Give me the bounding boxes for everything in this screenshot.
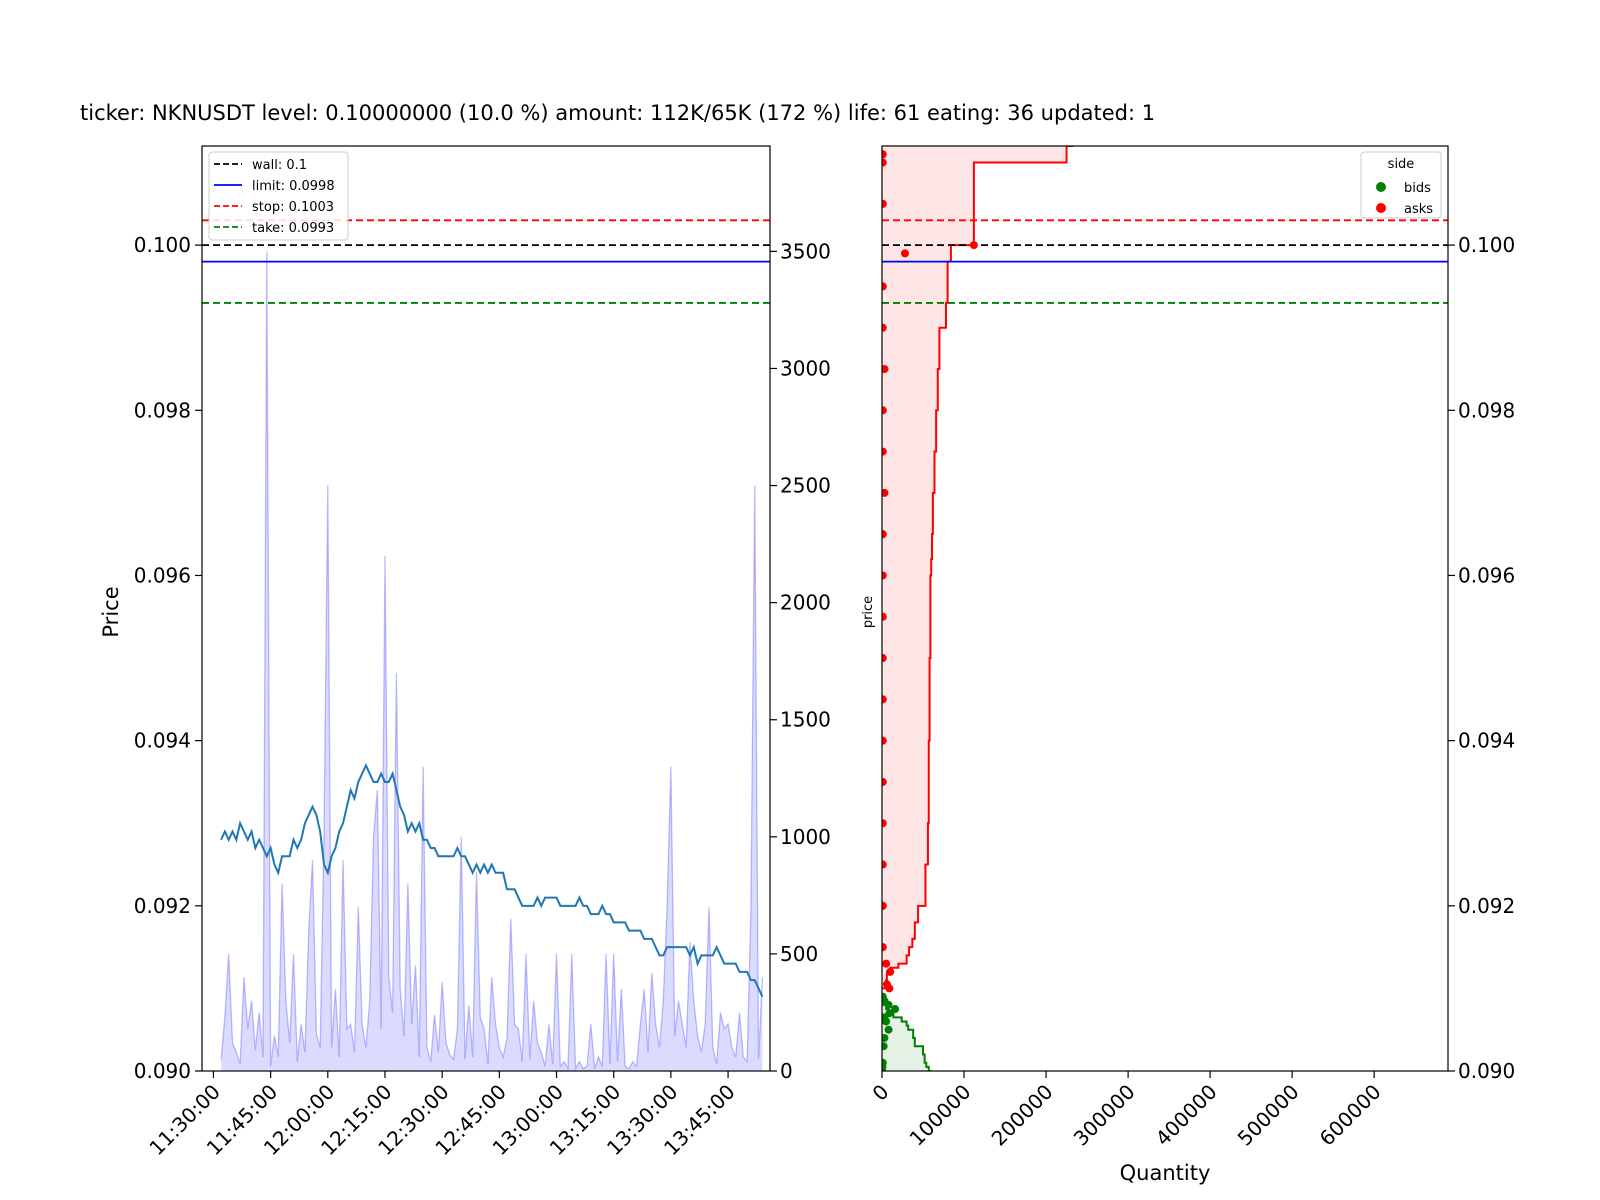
volume-tick-label: 1000 xyxy=(780,825,831,849)
quantity-tick-label: 500000 xyxy=(1233,1080,1304,1151)
volume-tick-label: 1500 xyxy=(780,708,831,732)
asks-point xyxy=(882,612,887,621)
price-tick-label: 0.092 xyxy=(134,894,191,918)
price-history-panel: 0.090 0.092 0.094 0.096 0.098 0.100 0 500 1000 1… xyxy=(99,145,831,1160)
legend-box xyxy=(208,151,349,241)
bids-point xyxy=(891,1005,900,1014)
depth-areas xyxy=(882,146,1074,1071)
orderbook-price-tick-label: 0.094 xyxy=(1458,729,1515,753)
asks-point xyxy=(882,488,889,497)
price-axis-label: Price xyxy=(99,586,123,637)
asks-point xyxy=(882,860,887,869)
price-tick-label: 0.100 xyxy=(134,233,191,257)
quantity-tick-label: 0 xyxy=(868,1080,894,1106)
quantity-tick-label: 200000 xyxy=(987,1080,1058,1151)
quantity-tick-label: 600000 xyxy=(1315,1080,1386,1151)
asks-point xyxy=(882,447,887,456)
bids-point xyxy=(884,1025,893,1034)
order-points xyxy=(882,150,978,1071)
bids-point xyxy=(882,1042,888,1051)
order-book-price-axis: 0.090 0.092 0.094 0.096 0.098 0.100 xyxy=(1448,233,1515,1083)
asks-point xyxy=(882,819,887,828)
asks-depth-line xyxy=(882,146,1074,990)
volume-tick-label: 500 xyxy=(780,942,818,966)
volume-tick-label: 3000 xyxy=(780,356,831,380)
asks-point xyxy=(882,736,887,745)
bids-depth-area xyxy=(882,996,932,1071)
price-tick-label: 0.096 xyxy=(134,563,191,587)
asks-point xyxy=(882,980,891,989)
orderbook-price-tick-label: 0.092 xyxy=(1458,894,1515,918)
price-line xyxy=(220,763,764,998)
bids-point xyxy=(884,1000,893,1009)
asks-point xyxy=(882,901,887,910)
asks-point xyxy=(882,959,891,968)
orderbook-price-tick-label: 0.096 xyxy=(1458,563,1515,587)
price-tick-label: 0.098 xyxy=(134,398,191,422)
side-legend: side bids asks xyxy=(1360,151,1442,219)
legend-marker xyxy=(1376,203,1386,213)
asks-point xyxy=(882,530,887,539)
legend-title: side xyxy=(1388,157,1415,172)
legend-marker xyxy=(1376,182,1386,192)
price-tick-label: 0.090 xyxy=(134,1059,191,1083)
quantity-tick-label: 100000 xyxy=(905,1080,976,1151)
asks-point xyxy=(886,967,895,976)
figure-title: ticker: NKNUSDT level: 0.10000000 (10.0 … xyxy=(80,101,1155,125)
volume-series xyxy=(220,251,764,1071)
asks-depth-area xyxy=(882,146,1074,989)
asks-point xyxy=(882,323,887,332)
asks-point xyxy=(882,777,887,786)
legend-entry: bids xyxy=(1404,181,1431,196)
legend-entry: wall: 0.1 xyxy=(252,158,307,173)
asks-point xyxy=(882,282,887,291)
price-history-legend: wall: 0.1 limit: 0.0998 stop: 0.1003 take: … xyxy=(208,151,349,241)
time-axis: 11:30:0011:45:0012:00:0012:15:0012:30:00… xyxy=(144,1071,740,1160)
asks-point xyxy=(882,150,887,159)
legend-box xyxy=(1360,151,1442,219)
quantity-axis-label: Quantity xyxy=(1120,1161,1211,1185)
price-axis: 0.090 0.092 0.094 0.096 0.098 0.100 xyxy=(134,233,202,1083)
asks-point xyxy=(969,241,978,250)
bids-point xyxy=(882,1067,887,1071)
legend-entry: stop: 0.1003 xyxy=(252,200,334,215)
price-series xyxy=(220,763,764,998)
quantity-tick-label: 400000 xyxy=(1151,1080,1222,1151)
legend-entry: limit: 0.0998 xyxy=(252,179,335,194)
volume-axis: 0 500 1000 1500 2000 2500 3000 3500 xyxy=(770,239,831,1083)
volume-line xyxy=(220,251,764,1071)
volume-tick-label: 2500 xyxy=(780,474,831,498)
price-history-frame xyxy=(201,145,771,1072)
asks-point xyxy=(882,199,887,208)
quantity-axis: 0 100000 200000 300000 400000 500000 600000 xyxy=(868,1071,1386,1151)
asks-point xyxy=(900,249,909,258)
orderbook-price-tick-label: 0.098 xyxy=(1458,398,1515,422)
asks-point xyxy=(882,158,887,167)
quantity-tick-label: 300000 xyxy=(1069,1080,1140,1151)
volume-area xyxy=(221,251,763,1071)
order-book-price-label: price xyxy=(861,596,876,628)
orderbook-price-tick-label: 0.090 xyxy=(1458,1059,1515,1083)
legend-entry: asks xyxy=(1404,202,1433,217)
asks-point xyxy=(882,654,887,663)
asks-point xyxy=(882,364,889,373)
orderbook-price-tick-label: 0.100 xyxy=(1458,233,1515,257)
price-tick-label: 0.094 xyxy=(134,729,191,753)
bids-point xyxy=(882,1033,889,1042)
asks-point xyxy=(882,571,887,580)
asks-point xyxy=(882,695,887,704)
asks-point xyxy=(882,943,887,952)
volume-tick-label: 0 xyxy=(780,1059,793,1083)
order-book-panel: 0.090 0.092 0.094 0.096 0.098 0.100 0 100000 20… xyxy=(861,145,1515,1185)
bids-point xyxy=(882,1017,891,1026)
order-book-frame xyxy=(881,145,1449,1072)
volume-tick-label: 3500 xyxy=(780,239,831,263)
volume-tick-label: 2000 xyxy=(780,591,831,615)
asks-point xyxy=(882,406,887,415)
legend-entry: take: 0.0993 xyxy=(252,221,334,236)
